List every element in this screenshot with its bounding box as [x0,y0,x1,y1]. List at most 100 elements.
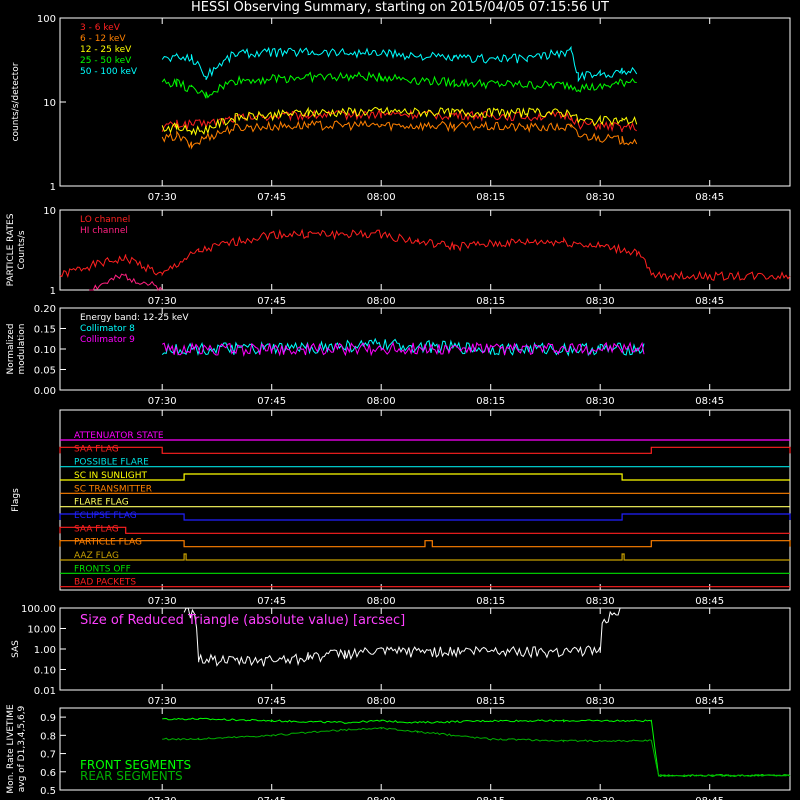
legend-entry: FRONT SEGMENTS [80,758,191,772]
x-tick-label: 08:00 [367,596,396,607]
legend-entry: 3 - 6 keV [80,23,121,33]
x-tick-label: 07:30 [148,396,177,407]
series-line [161,119,638,150]
y-tick-label: 0.9 [40,713,56,724]
y-axis-label: Normalized [6,323,16,374]
legend-entry: HI channel [80,226,128,236]
legend-entry: Collimator 9 [80,335,135,345]
x-tick-label: 08:30 [586,796,615,800]
x-tick-label: 08:30 [586,296,615,307]
series-line [89,273,163,291]
x-tick-label: 07:30 [148,596,177,607]
flag-trace [59,513,791,521]
y-axis-label: Counts/s [17,230,27,269]
flag-label: AAZ FLAG [74,551,119,561]
y-tick-label: 1 [50,182,56,193]
x-tick-label: 08:00 [367,192,396,203]
legend-entry: 25 - 50 keV [80,56,132,66]
flag-trace [59,446,791,454]
legend-entry: Collimator 8 [80,324,135,334]
flag-trace [60,473,790,481]
livetime-panel: 07:30 07:45 08:00 08:15 08:30 08:45 Mon. Rate … [6,704,791,800]
flag-trace [60,553,790,561]
y-axis-label: PARTICLE RATES [6,213,16,286]
flag-label: SC TRANSMITTER [74,484,152,494]
x-tick-label: 08:15 [476,796,505,800]
chart-title: HESSI Observing Summary, starting on 201… [191,0,609,15]
flag-trace [59,540,791,548]
x-tick-label: 07:45 [257,192,286,203]
x-tick-label: 08:30 [586,696,615,707]
y-tick-label: 10 [43,206,56,217]
y-tick-label: 0.20 [34,304,56,315]
series-line [161,108,637,133]
flag-label: PARTICLE FLAG [74,538,142,548]
x-tick-label: 07:45 [257,596,286,607]
x-tick-label: 08:45 [695,296,724,307]
y-tick-label: 0.00 [34,386,56,397]
y-tick-label: 100.00 [21,604,56,615]
x-tick-label: 08:15 [476,296,505,307]
y-tick-label: 0.15 [34,325,56,336]
series-line [59,228,791,282]
flag-label: POSSIBLE FLARE [74,458,149,468]
x-tick-label: 08:15 [476,192,505,203]
x-tick-label: 08:15 [476,696,505,707]
y-tick-label: 100 [37,14,56,25]
series-line [162,726,791,777]
particle-rates-frame [59,209,791,291]
y-tick-label: 0.05 [34,366,56,377]
y-axis-label: modulation [17,324,27,375]
particle-rates-panel: 07:30 07:45 08:00 08:15 08:30 08:45 PARTICLE R… [6,206,791,307]
flag-label: BAD PACKETS [74,578,136,588]
x-tick-label: 08:30 [586,396,615,407]
count-rates-panel: 07:30 07:45 08:00 08:15 08:30 08:45 counts/s/d… [11,14,791,203]
y-tick-label: 0.8 [40,731,56,742]
y-axis-label: avg of D1,3,4,5,6,9 [17,705,27,792]
x-tick-label: 08:45 [695,396,724,407]
sas-panel: 07:30 07:45 08:00 08:15 08:30 08:45 SAS 0.01 0.1… [11,604,791,707]
x-tick-label: 08:00 [367,796,396,800]
series-line [183,607,623,667]
livetime-frame [59,707,791,791]
x-tick-label: 08:45 [695,596,724,607]
series-line [161,341,645,357]
legend-entry: 50 - 100 keV [80,67,138,77]
flag-label: ECLIPSE FLAG [74,511,137,521]
y-tick-label: 0.7 [40,750,56,761]
x-tick-label: 08:30 [586,596,615,607]
x-tick-label: 08:30 [586,192,615,203]
y-axis-label: counts/s/detector [11,62,21,141]
x-tick-label: 08:00 [367,396,396,407]
x-tick-label: 07:30 [148,192,177,203]
panel-annotation: Energy band: 12-25 keV [80,313,189,323]
flag-label: ATTENUATOR STATE [74,431,164,441]
flags-panel: 07:30 07:45 08:00 08:15 08:30 08:45 Flags ATTEN… [11,409,791,607]
x-tick-label: 08:00 [367,296,396,307]
x-tick-label: 07:45 [257,696,286,707]
y-tick-label: 0.01 [34,686,56,697]
x-tick-label: 07:45 [257,796,286,800]
flag-label: FLARE FLAG [74,498,129,508]
flag-label: SC IN SUNLIGHT [74,471,148,481]
modulation-panel: 07:30 07:45 08:00 08:15 08:30 08:45 Normalized… [6,304,791,407]
y-tick-label: 0.10 [34,345,56,356]
x-tick-label: 07:30 [148,696,177,707]
legend-entry: 6 - 12 keV [80,34,126,44]
series-line [162,717,791,777]
y-tick-label: 0.6 [40,768,56,779]
x-tick-label: 07:30 [148,796,177,800]
flag-label: SAA FLAG [74,524,119,534]
x-tick-label: 08:15 [476,396,505,407]
x-tick-label: 08:45 [695,192,724,203]
panel-annotation: Size of Reduced Triangle (absolute value… [80,613,405,628]
series-line [161,106,638,136]
y-axis-label: Flags [11,488,21,512]
x-tick-label: 08:45 [695,796,724,800]
flag-trace [59,526,790,534]
legend-entry: LO channel [80,215,130,225]
y-tick-label: 10 [43,98,56,109]
y-axis-label: SAS [11,640,21,658]
series-line [161,337,645,357]
